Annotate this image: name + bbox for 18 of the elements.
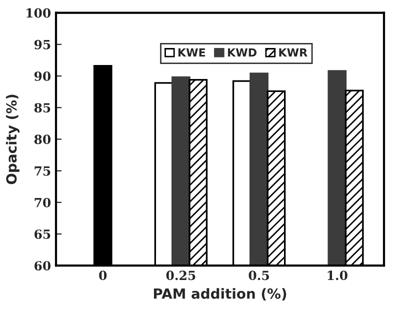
y-tick-label: 65 [34,229,50,239]
y-tick-label: 60 [34,261,51,271]
y-tick-label: 95 [34,40,50,50]
legend-label: KWR [279,48,308,57]
y-axis-title: Opacity (%) [6,94,20,184]
x-tick-label: 0.5 [248,270,269,280]
legend-label: KWE [178,48,206,57]
y-tick-label: 85 [34,103,50,113]
y-tick-label: 100 [26,8,51,18]
y-tick-label: 75 [34,166,50,176]
x-tick-label: 0 [99,270,107,280]
legend-label: KWD [228,48,256,57]
x-tick-label: 1.0 [328,270,348,280]
x-axis-title: PAM addition (%) [154,288,286,300]
y-tick-label: 70 [34,198,51,208]
x-tick-label: 0.25 [166,270,196,280]
y-tick-label: 90 [34,71,51,81]
y-tick-label: 80 [34,134,51,144]
